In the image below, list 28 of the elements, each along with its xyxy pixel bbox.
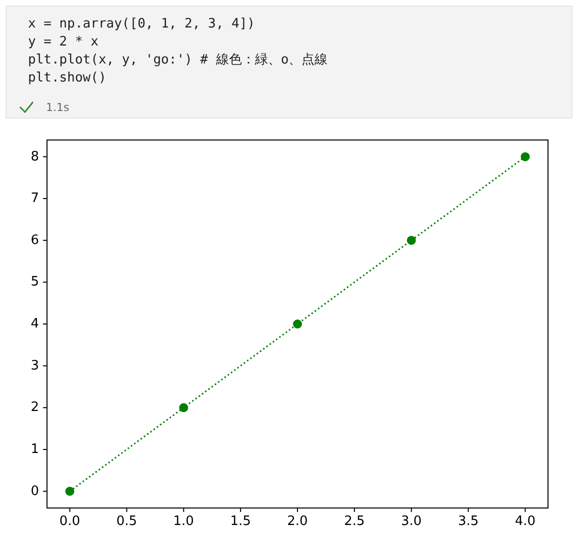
y-tick-label: 2 — [30, 400, 39, 416]
point — [406, 236, 416, 245]
x-tick-label: 0.0 — [59, 514, 80, 529]
x-tick-label: 1.0 — [173, 514, 194, 529]
x-tick-label: 3.5 — [458, 514, 479, 529]
text: plt.show() — [28, 70, 106, 86]
point — [179, 403, 188, 412]
text: y = 2 * x — [28, 34, 99, 50]
y-tick-label: 5 — [30, 274, 39, 290]
x-tick-label: 2.0 — [287, 514, 308, 529]
x-tick-label: 4.0 — [514, 514, 536, 529]
y-tick-label: 3 — [30, 358, 39, 374]
x-tick-label: 2.5 — [344, 514, 365, 529]
y-tick-label: 7 — [30, 191, 39, 206]
text: 1.1s — [46, 101, 70, 114]
point — [65, 486, 74, 496]
point — [293, 320, 302, 328]
y-tick-label: 0 — [30, 484, 39, 499]
y-tick-label: 4 — [30, 316, 39, 332]
x-tick-label: 0.5 — [116, 514, 138, 529]
y-tick-label: 1 — [30, 442, 39, 458]
y-tick-label: 8 — [30, 149, 39, 164]
text: plt.plot(x, y, 'go:') # 線色：緑、o、点線 — [28, 52, 328, 68]
text: x = np.array([0, 1, 2, 3, 4]) — [28, 16, 255, 32]
x-tick-label: 1.5 — [230, 514, 251, 529]
point — [520, 152, 530, 162]
y-tick-label: 6 — [30, 232, 39, 248]
x-tick-label: 3.0 — [401, 514, 422, 529]
